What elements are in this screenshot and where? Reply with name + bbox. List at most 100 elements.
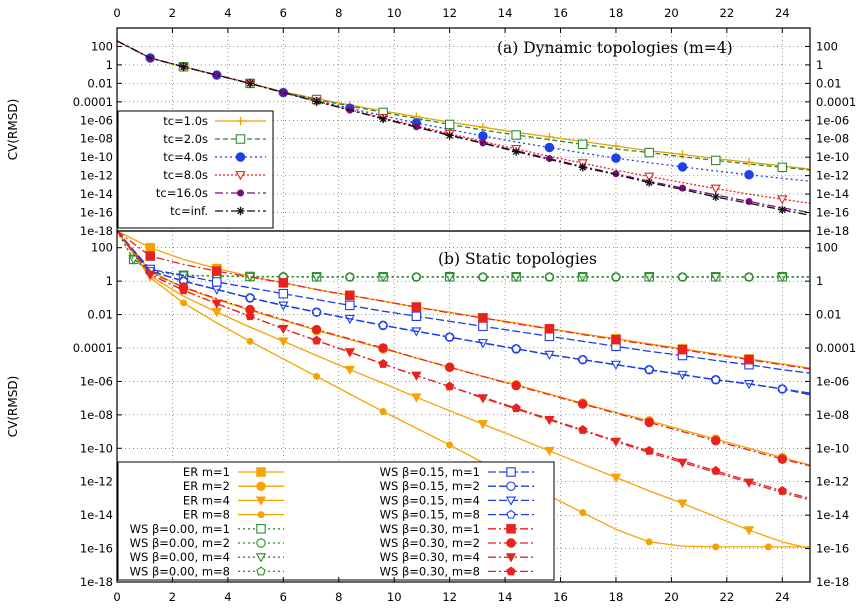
series-line [116, 40, 811, 204]
legend-marker [236, 116, 245, 126]
legend-label: WS β=0.15, m=4 [380, 493, 480, 507]
legend-item: WS β=0.15, m=8 [380, 508, 534, 522]
data-point [677, 458, 688, 468]
data-point [577, 399, 588, 409]
x-tick-label-top: 6 [280, 6, 287, 20]
data-point [677, 162, 688, 172]
chart-title: (b) Static topologies [438, 250, 597, 268]
legend-marker [255, 553, 267, 563]
y-tick-label-right: 0.0001 [816, 341, 856, 355]
data-point [544, 446, 555, 457]
x-tick-label: 20 [664, 590, 679, 604]
legend-label: ER m=8 [183, 508, 230, 522]
data-point [644, 364, 654, 374]
y-tick-label: 0.0001 [73, 341, 113, 355]
legend-item: tc=4.0s [163, 150, 266, 164]
legend-item: WS β=0.30, m=4 [380, 550, 534, 564]
legend-label: WS β=0.30, m=8 [380, 564, 480, 578]
legend-label: WS β=0.30, m=2 [380, 536, 480, 550]
x-tick-label: 18 [609, 590, 624, 604]
data-point [579, 509, 587, 517]
series-markers [146, 54, 753, 205]
data-point [378, 320, 388, 330]
legend-item: WS β=0.30, m=2 [380, 536, 534, 550]
data-point [744, 354, 754, 365]
legend-label: WS β=0.00, m=1 [130, 522, 230, 536]
y-axis-label: CV(RMSD) [6, 99, 20, 161]
data-point [246, 337, 254, 345]
y-tick-label-right: 1e-14 [816, 508, 849, 522]
y-tick-label: 1e-10 [80, 441, 113, 455]
x-tick-label: 6 [280, 590, 287, 604]
data-point [611, 272, 621, 281]
series-line [116, 230, 811, 370]
legend-marker [506, 524, 516, 534]
y-axis-label: CV(RMSD) [6, 376, 20, 438]
data-point [777, 486, 787, 495]
y-tick-label-right: 1e-18 [816, 575, 849, 589]
legend-item: WS β=0.00, m=8 [130, 564, 284, 578]
legend-item: tc=inf. [170, 204, 266, 218]
data-point [311, 324, 322, 335]
legend-item: WS β=0.15, m=1 [380, 465, 534, 479]
x-tick-label-top: 24 [775, 6, 790, 20]
x-tick-label-top: 16 [553, 6, 568, 20]
data-point [645, 178, 654, 187]
y-tick-label: 1e-10 [80, 150, 113, 164]
x-tick-label: 0 [113, 590, 120, 604]
y-tick-label: 1e-06 [80, 374, 113, 388]
x-tick-label: 16 [553, 590, 568, 604]
data-point [245, 79, 255, 88]
data-point [178, 285, 189, 295]
legend-label: WS β=0.00, m=4 [130, 550, 230, 564]
y-tick-label: 1 [106, 58, 113, 72]
y-tick-label: 0.01 [87, 76, 113, 90]
legend-label: ER m=2 [183, 479, 230, 493]
data-point [712, 543, 720, 551]
chart-title: (a) Dynamic topologies (m=4) [497, 39, 733, 57]
data-point [444, 119, 455, 130]
legend-marker [257, 511, 265, 519]
data-point [764, 543, 772, 551]
series-markers [178, 276, 787, 393]
y-tick-label-right: 100 [816, 39, 838, 53]
data-point [128, 255, 139, 265]
data-point [344, 365, 355, 376]
legend-label: tc=2.0s [163, 132, 208, 146]
x-tick-label-top: 14 [498, 6, 513, 20]
legend-marker [506, 509, 516, 519]
y-tick-label: 1e-12 [80, 475, 113, 489]
data-point [411, 302, 422, 312]
data-point [710, 184, 721, 194]
data-point [245, 311, 255, 321]
x-tick-label: 14 [498, 590, 513, 604]
data-point [477, 420, 489, 430]
data-point [311, 335, 322, 345]
legend-marker [505, 496, 517, 506]
legend-item: tc=1.0s [163, 114, 266, 128]
y-tick-label: 1 [106, 274, 113, 288]
y-tick-label-right: 1e-10 [816, 150, 849, 164]
data-point [379, 408, 387, 416]
data-point [577, 139, 588, 150]
data-point [711, 436, 721, 446]
legend-item: tc=16.0s [156, 186, 266, 200]
data-point [711, 155, 721, 166]
data-point [544, 324, 555, 334]
legend-item: WS β=0.30, m=1 [380, 522, 534, 536]
y-tick-label: 0.0001 [73, 95, 113, 109]
legend-label: tc=inf. [170, 204, 208, 218]
legend-item: WS β=0.00, m=1 [130, 522, 284, 536]
legend-label: ER m=1 [183, 465, 230, 479]
data-point [745, 197, 753, 205]
y-tick-label-right: 1e-10 [816, 441, 849, 455]
y-tick-label: 100 [91, 39, 113, 53]
data-point [446, 441, 454, 449]
series-markers [145, 270, 755, 488]
data-point [179, 62, 188, 71]
legend-label: ER m=4 [183, 493, 230, 507]
legend-label: WS β=0.00, m=2 [130, 536, 230, 550]
series-markers [179, 62, 787, 214]
data-point [145, 242, 156, 253]
legend-item: WS β=0.30, m=8 [380, 564, 534, 578]
